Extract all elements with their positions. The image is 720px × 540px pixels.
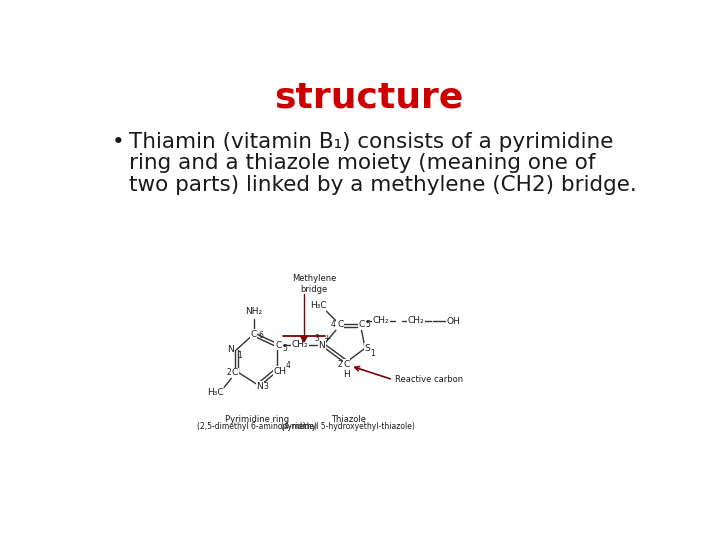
Text: Methylene
bridge: Methylene bridge	[292, 274, 336, 294]
Text: (2,5-dimethyl 6-aminopyridine): (2,5-dimethyl 6-aminopyridine)	[197, 422, 317, 431]
Text: C: C	[337, 320, 343, 329]
Text: 1: 1	[371, 349, 375, 358]
Text: 6: 6	[258, 330, 263, 340]
Text: CH₂: CH₂	[408, 316, 425, 325]
Text: CH₂: CH₂	[372, 316, 389, 325]
Text: NH₂: NH₂	[245, 307, 262, 316]
Text: +: +	[323, 334, 331, 343]
Text: •: •	[112, 132, 125, 152]
Text: Pyrimidine ring: Pyrimidine ring	[225, 415, 289, 423]
Text: C: C	[251, 330, 256, 339]
Text: C: C	[232, 368, 238, 377]
Text: C: C	[343, 360, 350, 369]
Text: 1: 1	[237, 352, 242, 360]
Text: C: C	[359, 320, 365, 329]
Text: S: S	[364, 343, 370, 353]
Text: N: N	[318, 341, 325, 349]
Text: 3: 3	[315, 334, 320, 343]
Text: 2: 2	[226, 368, 231, 377]
Text: H₃C: H₃C	[310, 301, 327, 309]
Text: C: C	[275, 341, 282, 349]
Text: N: N	[256, 382, 263, 391]
Text: 2: 2	[337, 360, 342, 369]
Text: structure: structure	[274, 80, 464, 114]
Text: H₃C: H₃C	[207, 388, 224, 397]
Text: two parts) linked by a methylene (CH2) bridge.: two parts) linked by a methylene (CH2) b…	[129, 175, 636, 195]
Text: H: H	[343, 370, 350, 379]
Text: (4-methyl 5-hydroxyethyl-thiazole): (4-methyl 5-hydroxyethyl-thiazole)	[281, 422, 415, 431]
Text: 4: 4	[285, 361, 290, 370]
Text: Reactive carbon: Reactive carbon	[395, 375, 464, 384]
Text: 5: 5	[282, 345, 287, 354]
Text: OH: OH	[446, 316, 460, 326]
Text: 5: 5	[365, 320, 370, 329]
Text: 3: 3	[264, 382, 269, 391]
Text: CH: CH	[274, 367, 287, 376]
Text: ring and a thiazole moiety (meaning one of: ring and a thiazole moiety (meaning one …	[129, 153, 595, 173]
Text: Thiazole: Thiazole	[330, 415, 366, 423]
Text: Thiamin (vitamin B₁) consists of a pyrimidine: Thiamin (vitamin B₁) consists of a pyrim…	[129, 132, 613, 152]
Text: CH₂: CH₂	[292, 340, 308, 349]
Polygon shape	[301, 336, 307, 342]
Text: N: N	[227, 345, 233, 354]
Text: 4: 4	[331, 320, 336, 329]
